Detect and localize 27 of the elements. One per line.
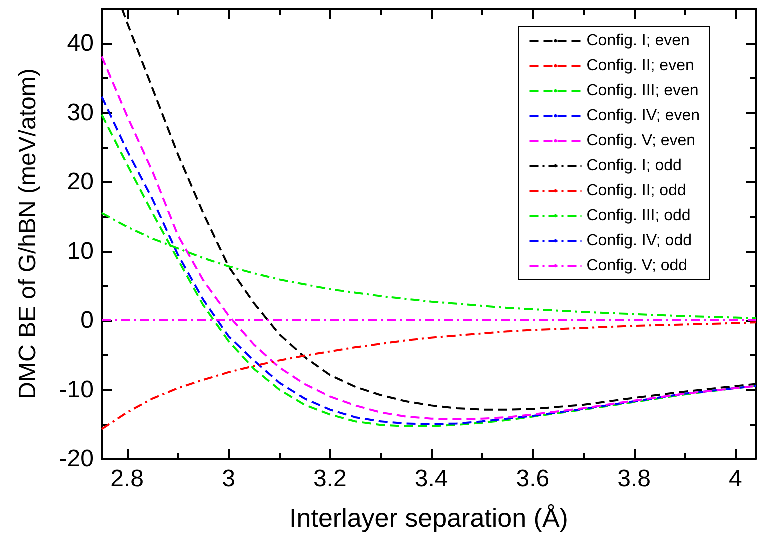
x-tick-label: 3.4 bbox=[414, 466, 448, 492]
legend-label: Config. IV; odd bbox=[586, 232, 692, 250]
legend-label: Config. V; odd bbox=[586, 258, 688, 274]
legend-label: Config. III; even bbox=[586, 82, 699, 100]
legend-label: Config. I; odd bbox=[586, 158, 682, 174]
line-series bbox=[101, 322, 757, 430]
legend-label: Config. V; even bbox=[586, 132, 696, 150]
x-tick-label: 3.8 bbox=[618, 466, 652, 492]
x-axis-title: Interlayer separation (Å) bbox=[290, 503, 568, 533]
y-axis-title: DMC BE of G/hBN (meV/atom) bbox=[14, 68, 42, 400]
x-tick-label: 4 bbox=[729, 466, 742, 492]
y-tick-label: 10 bbox=[67, 238, 94, 265]
x-tick-label: 3.2 bbox=[313, 466, 347, 492]
y-tick-label: 0 bbox=[80, 307, 94, 334]
y-tick-label: 40 bbox=[67, 30, 94, 58]
y-tick-label: 20 bbox=[67, 168, 94, 196]
legend-label: Config. II; odd bbox=[586, 182, 686, 200]
legend-label: Config. II; even bbox=[586, 58, 694, 74]
y-tick-label: -10 bbox=[59, 376, 94, 404]
x-tick-label: 3 bbox=[222, 466, 236, 492]
x-tick-label: 2.8 bbox=[110, 466, 144, 492]
legend-label: Config. IV; even bbox=[586, 108, 700, 124]
y-tick-label: 30 bbox=[67, 99, 94, 126]
x-tick-label: 3.6 bbox=[516, 466, 550, 492]
y-tick-label: -20 bbox=[59, 446, 94, 472]
legend-label: Config. III; odd bbox=[586, 208, 691, 224]
legend-label: Config. I; even bbox=[586, 32, 690, 50]
